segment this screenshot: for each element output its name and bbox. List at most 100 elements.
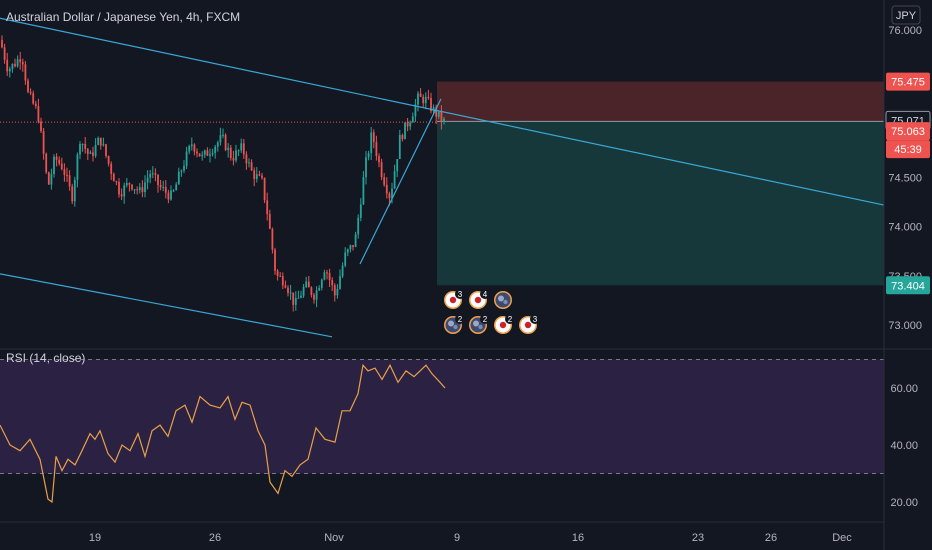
candle [289,284,292,300]
candle [27,78,29,94]
stop-price-text: 75.475 [891,77,925,89]
time-tick-label: 19 [89,532,101,544]
candle [365,150,367,185]
candle [287,285,289,297]
candle [409,120,412,131]
candle [209,148,211,163]
candle [255,167,258,183]
candle [263,177,266,204]
flag-event-icon[interactable]: 3 [444,289,465,309]
candle [76,152,79,188]
candle [97,136,100,146]
candle [359,198,362,222]
rsi-line [0,363,446,504]
candle [120,188,123,201]
candle [50,168,53,190]
candle [107,155,110,167]
candle [123,182,126,204]
candle [159,179,162,191]
candle [245,151,248,170]
candle [430,92,432,114]
candle [284,280,287,289]
candle [222,128,224,139]
trendline-1[interactable] [0,17,885,206]
candle [406,118,409,132]
candle [333,283,336,302]
candle [414,98,417,122]
globe-event-icon[interactable]: 2 [469,314,490,334]
chart-title: Australian Dollar / Japanese Yen, 4h, FX… [6,10,240,24]
economic-events[interactable]: 3 4 2 2 2 3 [444,289,540,334]
rsi-tick-label: 60.00 [890,383,918,395]
candle [440,105,443,130]
candle [224,133,227,152]
candle [268,209,271,230]
event-count: 4 [483,290,488,299]
candle [19,51,22,70]
candle [323,269,326,281]
candle [170,185,172,201]
time-tick-label: 26 [209,532,221,544]
candle [326,269,328,280]
candle [11,63,14,73]
candle [211,148,214,157]
candle [232,150,235,166]
candle [94,138,97,158]
candle [172,189,175,193]
candle [183,160,185,174]
candle [180,169,183,177]
flag-event-icon[interactable]: 4 [469,289,490,309]
time-axis[interactable]: 19 26 Nov 9 16 23 26 Dec [0,521,884,544]
time-tick-label: 9 [454,532,460,544]
candle [328,268,331,288]
candle [297,290,300,299]
flag-event-icon[interactable]: 3 [519,314,540,334]
candle [219,127,222,146]
candle [393,164,396,190]
candle [71,183,74,205]
last-price-text: 75.063 [891,126,925,138]
rsi-legend: RSI (14, close) [6,351,85,365]
candle [315,286,318,308]
flag-event-icon[interactable]: 2 [494,314,515,334]
candle [167,189,170,204]
candle [378,153,380,168]
candle [162,180,165,192]
time-tick-label: 23 [692,532,704,544]
rsi-tick-labels: 60.00 40.00 20.00 [890,383,918,509]
candle [300,290,302,299]
globe-event-icon[interactable]: 2 [444,314,465,334]
position-zones[interactable] [0,81,884,286]
candle [341,262,344,279]
stop-loss-zone[interactable] [437,81,884,122]
currency-button[interactable]: JPY [891,5,921,25]
candle [437,111,440,120]
globe-event-icon[interactable] [494,291,512,309]
trendline-2[interactable] [0,273,333,338]
price-tick-label: 73.000 [888,320,922,332]
candle [53,154,55,178]
take-profit-zone[interactable] [437,121,884,286]
candle [6,52,9,76]
candle [362,171,365,206]
candle [422,94,425,108]
candle [198,153,201,157]
candle [396,158,399,178]
candle [66,167,68,183]
last-price-badge: 75.063 [886,122,930,141]
candlestick-series [1,35,445,312]
candle [3,43,6,64]
candle [258,170,261,177]
candle [248,158,250,168]
trendline-3[interactable] [359,98,442,265]
candle [443,116,445,125]
candle [21,58,24,72]
candle [190,137,193,151]
event-count: 2 [483,315,488,324]
candle [133,189,136,195]
candle [128,182,131,192]
candle [84,137,87,154]
candle [42,128,45,160]
trendlines[interactable] [0,17,885,338]
